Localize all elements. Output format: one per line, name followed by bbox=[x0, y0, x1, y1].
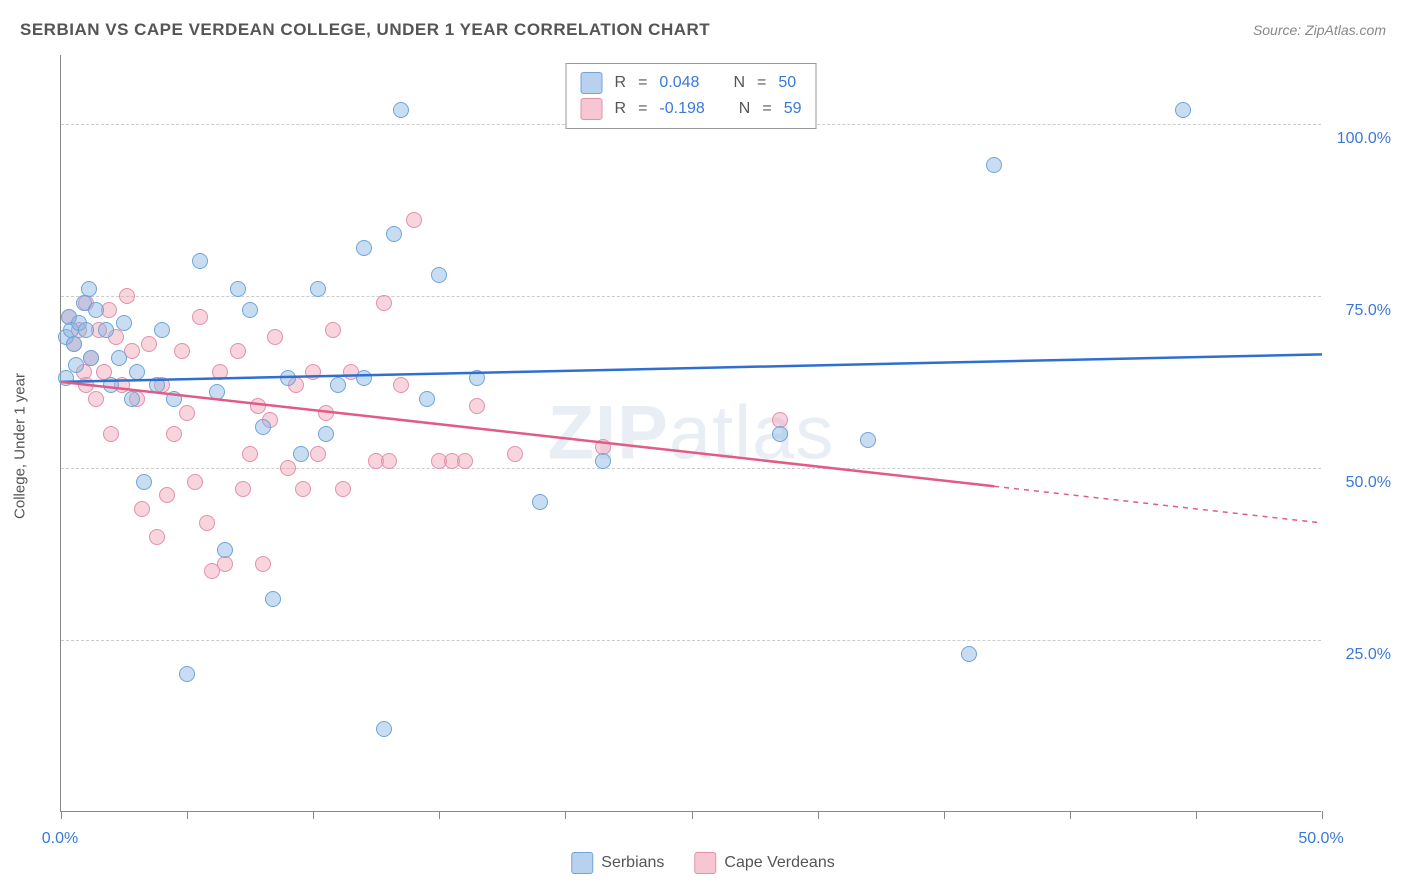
data-point bbox=[772, 426, 788, 442]
y-tick-label: 75.0% bbox=[1346, 302, 1391, 320]
data-point bbox=[154, 322, 170, 338]
data-point bbox=[166, 391, 182, 407]
data-point bbox=[88, 302, 104, 318]
r-value: -0.198 bbox=[659, 100, 704, 118]
legend-swatch bbox=[694, 852, 716, 874]
x-tick bbox=[1196, 811, 1197, 819]
data-point bbox=[961, 646, 977, 662]
data-point bbox=[986, 157, 1002, 173]
data-point bbox=[310, 281, 326, 297]
x-tick bbox=[439, 811, 440, 819]
legend-swatch bbox=[581, 98, 603, 120]
x-tick bbox=[818, 811, 819, 819]
data-point bbox=[595, 453, 611, 469]
data-point bbox=[431, 267, 447, 283]
data-point bbox=[136, 474, 152, 490]
legend-label: Serbians bbox=[601, 854, 664, 872]
data-point bbox=[318, 426, 334, 442]
x-tick bbox=[1070, 811, 1071, 819]
data-point bbox=[393, 102, 409, 118]
x-tick bbox=[1322, 811, 1323, 819]
r-label: R bbox=[615, 74, 627, 92]
x-tick bbox=[565, 811, 566, 819]
data-point bbox=[209, 384, 225, 400]
data-point bbox=[242, 302, 258, 318]
data-point bbox=[149, 377, 165, 393]
n-label: N bbox=[739, 100, 751, 118]
n-value: 59 bbox=[784, 100, 802, 118]
eq-sign: = bbox=[638, 74, 647, 92]
legend-item: Cape Verdeans bbox=[694, 852, 834, 874]
n-value: 50 bbox=[778, 74, 796, 92]
legend-swatch bbox=[581, 72, 603, 94]
correlation-legend: R = 0.048 N = 50 R = -0.198 N = 59 bbox=[566, 63, 817, 129]
data-point bbox=[1175, 102, 1191, 118]
data-point bbox=[230, 281, 246, 297]
data-point bbox=[81, 281, 97, 297]
data-point bbox=[129, 364, 145, 380]
x-tick bbox=[61, 811, 62, 819]
data-point bbox=[265, 591, 281, 607]
data-point bbox=[376, 721, 392, 737]
data-point bbox=[78, 322, 94, 338]
legend-swatch bbox=[571, 852, 593, 874]
legend-row: R = -0.198 N = 59 bbox=[581, 96, 802, 122]
y-axis-label: College, Under 1 year bbox=[12, 373, 29, 519]
x-tick bbox=[187, 811, 188, 819]
data-point bbox=[469, 370, 485, 386]
series-legend: Serbians Cape Verdeans bbox=[571, 852, 834, 874]
data-point bbox=[116, 315, 132, 331]
legend-label: Cape Verdeans bbox=[724, 854, 834, 872]
data-point bbox=[179, 666, 195, 682]
r-label: R bbox=[615, 100, 627, 118]
data-point bbox=[111, 350, 127, 366]
chart-title: SERBIAN VS CAPE VERDEAN COLLEGE, UNDER 1… bbox=[20, 20, 710, 40]
x-tick bbox=[692, 811, 693, 819]
y-tick-label: 25.0% bbox=[1346, 646, 1391, 664]
data-point bbox=[98, 322, 114, 338]
data-point bbox=[66, 336, 82, 352]
y-tick-label: 100.0% bbox=[1337, 130, 1391, 148]
data-point bbox=[532, 494, 548, 510]
data-point bbox=[356, 370, 372, 386]
data-point bbox=[83, 350, 99, 366]
x-tick-label: 50.0% bbox=[1298, 830, 1343, 848]
eq-sign: = bbox=[757, 74, 766, 92]
x-tick-label: 0.0% bbox=[42, 830, 78, 848]
r-value: 0.048 bbox=[659, 74, 699, 92]
legend-row: R = 0.048 N = 50 bbox=[581, 70, 802, 96]
data-point bbox=[419, 391, 435, 407]
data-point bbox=[255, 419, 271, 435]
chart-plot-area: ZIPatlas R=0.048N=50R=-0.198N=59 25.0%50… bbox=[60, 55, 1321, 812]
data-point bbox=[330, 377, 346, 393]
y-tick-label: 50.0% bbox=[1346, 474, 1391, 492]
data-point bbox=[293, 446, 309, 462]
data-point bbox=[386, 226, 402, 242]
legend-item: Serbians bbox=[571, 852, 664, 874]
x-tick bbox=[313, 811, 314, 819]
data-point bbox=[192, 253, 208, 269]
data-point bbox=[124, 391, 140, 407]
x-tick bbox=[944, 811, 945, 819]
data-point bbox=[860, 432, 876, 448]
source-attribution: Source: ZipAtlas.com bbox=[1253, 22, 1386, 38]
eq-sign: = bbox=[638, 100, 647, 118]
data-point bbox=[103, 377, 119, 393]
data-point bbox=[280, 370, 296, 386]
data-point bbox=[356, 240, 372, 256]
data-point bbox=[68, 357, 84, 373]
n-label: N bbox=[733, 74, 745, 92]
data-point bbox=[217, 542, 233, 558]
data-point bbox=[58, 370, 74, 386]
eq-sign: = bbox=[762, 100, 771, 118]
